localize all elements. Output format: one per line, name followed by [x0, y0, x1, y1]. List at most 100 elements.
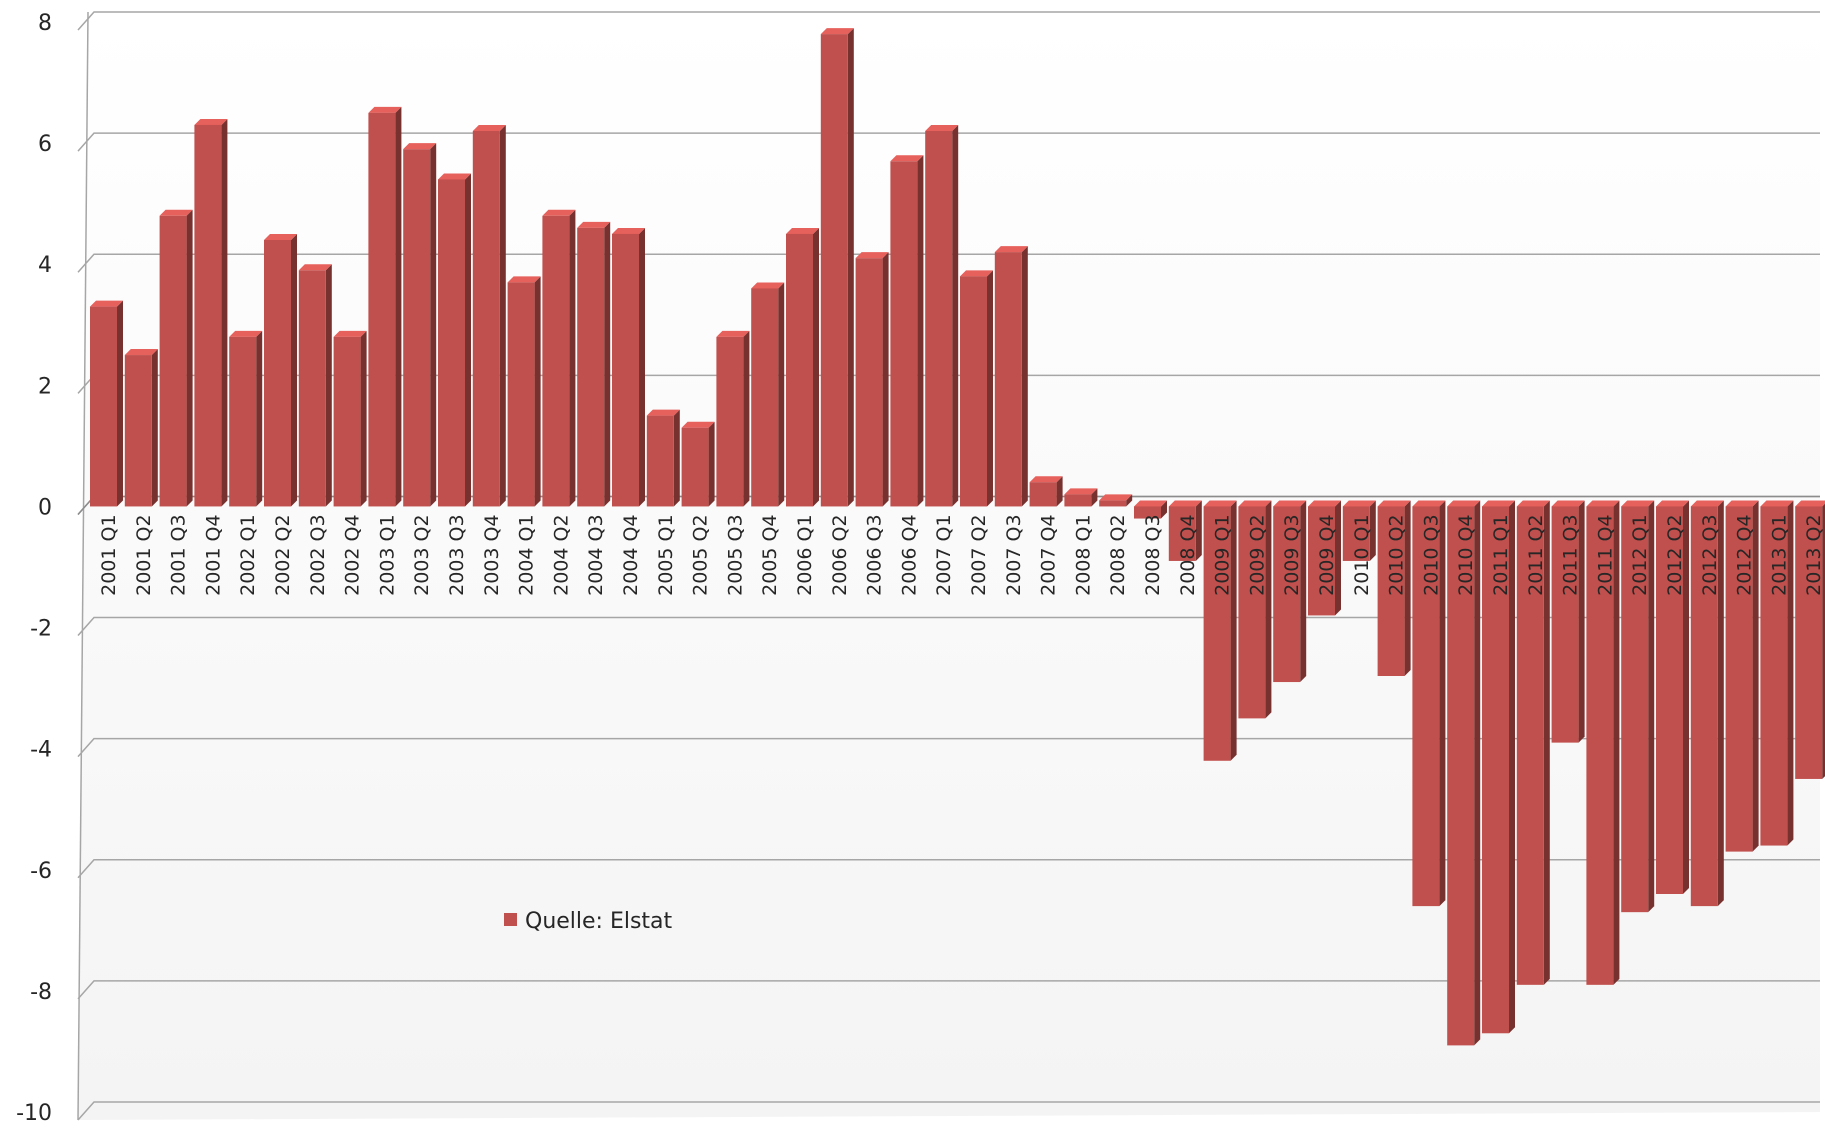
bar-front: [786, 233, 813, 507]
x-tick-label: 2004 Q3: [585, 514, 607, 595]
bar: [855, 252, 889, 507]
x-tick-label: 2003 Q1: [376, 514, 398, 595]
bar-top: [472, 125, 506, 131]
x-tick-label: 2009 Q4: [1316, 514, 1338, 595]
legend-swatch: [504, 913, 517, 926]
bar-top: [1482, 500, 1515, 507]
bar-front: [264, 240, 291, 507]
bar-front: [1168, 506, 1196, 561]
bar-top: [612, 227, 645, 234]
bar-front: [681, 427, 709, 507]
bar-top: [716, 330, 750, 337]
bar: [786, 227, 819, 507]
x-tick-label: 2010 Q1: [1351, 514, 1373, 595]
bar-front: [368, 112, 396, 507]
gridline: [77, 253, 1820, 273]
x-tick-label: 2011 Q3: [1560, 514, 1582, 595]
bar: [646, 409, 680, 507]
x-tick-label: 2010 Q2: [1386, 514, 1408, 595]
bar-top: [1447, 500, 1481, 507]
bar-side: [1578, 500, 1585, 743]
bar-top: [890, 155, 924, 162]
bar: [1412, 500, 1446, 907]
bar-top: [124, 349, 158, 356]
bar-top: [1760, 500, 1794, 507]
x-tick-label: 2012 Q2: [1664, 514, 1686, 595]
y-tick-label: 0: [38, 495, 52, 520]
bar-front: [994, 252, 1022, 507]
bar-front: [1238, 506, 1266, 719]
x-tick-label: 2004 Q1: [516, 514, 538, 595]
bar-side: [1404, 500, 1411, 676]
x-tick-label: 2002 Q2: [272, 514, 294, 595]
bar-side: [1509, 500, 1515, 1034]
bar-top: [1690, 500, 1724, 507]
x-tick-label: 2011 Q2: [1525, 514, 1547, 595]
bar-front: [855, 258, 883, 507]
x-tick-label: 2006 Q4: [898, 514, 920, 595]
bar: [1168, 500, 1202, 561]
bar-side: [465, 173, 471, 507]
x-tick-label: 2009 Q2: [1246, 514, 1268, 595]
bar-top: [1273, 500, 1307, 507]
bar: [194, 118, 228, 507]
bar: [716, 330, 750, 507]
bar-top: [751, 282, 785, 289]
x-tick-label: 2001 Q2: [133, 514, 155, 595]
x-tick-label: 2011 Q1: [1490, 514, 1512, 595]
bar: [472, 125, 506, 507]
bar-top: [403, 143, 437, 150]
bar-front: [403, 149, 431, 507]
x-tick-label: 2012 Q3: [1699, 514, 1721, 595]
x-tick-label: 2007 Q1: [933, 514, 955, 595]
x-tick-label: 2009 Q3: [1281, 514, 1303, 595]
bar-front: [1482, 506, 1509, 1034]
bar-side: [1195, 500, 1202, 561]
bar: [229, 330, 263, 507]
bar-top: [960, 270, 993, 277]
bar-top: [786, 227, 819, 234]
x-tick-label: 2004 Q2: [550, 514, 572, 595]
bar-side: [778, 282, 785, 507]
legend-label: Quelle: Elstat: [525, 909, 673, 934]
legend: Quelle: Elstat: [504, 909, 673, 934]
bar-side: [395, 106, 402, 507]
bar-front: [194, 124, 222, 507]
bar-top: [925, 125, 959, 131]
bar-front: [1690, 506, 1718, 907]
bar-front: [1656, 506, 1683, 894]
bar: [1447, 500, 1481, 1046]
bar-side: [117, 300, 123, 507]
x-tick-label: 2013 Q1: [1768, 514, 1790, 595]
bar-side: [847, 28, 854, 507]
bar-side: [151, 349, 158, 507]
bar-side: [1230, 500, 1237, 761]
bar: [1586, 500, 1620, 985]
x-tick-label: 2002 Q1: [237, 514, 259, 595]
bar-side: [1648, 500, 1655, 913]
x-tick-label: 2007 Q4: [1038, 514, 1060, 595]
x-tick-label: 2003 Q2: [411, 514, 433, 595]
bar-top: [368, 106, 402, 113]
bar-top: [438, 173, 471, 180]
bar-front: [890, 161, 918, 507]
bar-top: [1621, 500, 1655, 507]
bar-front: [1134, 506, 1161, 519]
x-tick-label: 2005 Q2: [690, 514, 712, 595]
x-tick-label: 2010 Q3: [1420, 514, 1442, 595]
bar-top: [1586, 500, 1620, 507]
bar: [542, 209, 576, 507]
gridline: [77, 980, 1820, 1000]
bar: [1760, 500, 1794, 846]
bar-front: [159, 215, 187, 507]
bar-front: [1308, 506, 1335, 616]
x-tick-label: 2001 Q3: [168, 514, 190, 595]
x-tick-label: 2005 Q4: [759, 514, 781, 595]
bar-side: [1613, 500, 1620, 985]
y-tick-label: -2: [30, 617, 52, 642]
bars: [90, 28, 1825, 1046]
bar-front: [925, 131, 953, 507]
bar-front: [960, 276, 987, 507]
bar-top: [1168, 500, 1202, 507]
